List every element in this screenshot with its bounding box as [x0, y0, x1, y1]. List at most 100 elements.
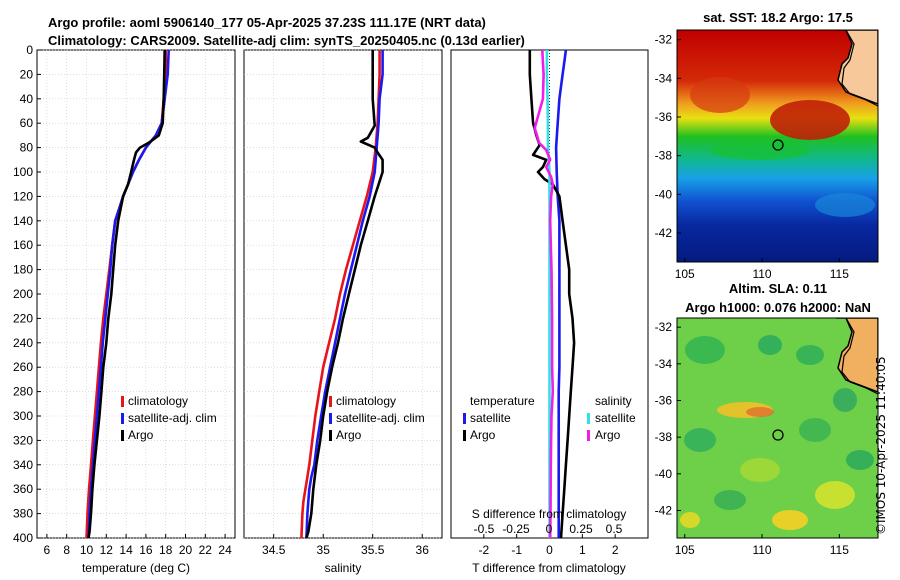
sst-green-band [710, 140, 810, 160]
depth-ticklabel: 220 [13, 311, 33, 325]
legend-label-s-argo: Argo [595, 428, 621, 442]
series-line-satellite-adj-clim [87, 49, 170, 539]
legend-swatch-s-argo [587, 430, 590, 441]
sla-map-title: Altim. SLA: 0.11 [729, 281, 827, 296]
x-ticklabel: 0 [546, 543, 553, 557]
depth-ticklabel: 260 [13, 360, 33, 374]
lon-ticklabel: 115 [830, 543, 849, 557]
legend-heading-temperature: temperature [470, 394, 535, 408]
difference-legend-temperature: temperature satellite Argo [463, 394, 535, 442]
series-line-argo [87, 49, 166, 539]
sst-warm-patch [690, 77, 750, 113]
sst-map-frame [676, 29, 879, 263]
sla-depth-contour [841, 318, 878, 395]
depth-ticklabel: 360 [13, 482, 33, 496]
series-line-argo [305, 50, 384, 539]
salinity-lines [300, 50, 384, 539]
depth-ticklabel: 300 [13, 409, 33, 423]
temperature-profile-panel: 0 20 40 60 80 100 120 140 160 180 200 220 240 260 280 3… [13, 43, 236, 575]
legend-swatch-climatology [121, 396, 124, 407]
lat-ticklabel: -34 [655, 71, 673, 85]
x-ticklabel: 18 [159, 543, 173, 557]
depth-ticklabel: 200 [13, 287, 33, 301]
temperature-xlabel: temperature (deg C) [82, 561, 190, 575]
lon-ticklabel: 105 [675, 267, 695, 281]
lat-ticklabel: -38 [655, 149, 673, 163]
difference-legend-salinity: salinity satellite Argo [587, 394, 636, 442]
argo-position-marker [772, 139, 784, 151]
x-ticklabel: -2 [478, 543, 489, 557]
lat-ticklabel: -40 [655, 187, 673, 201]
x-ticklabel: 34.5 [262, 543, 286, 557]
legend-swatch-t-satellite [463, 413, 466, 424]
legend-swatch-argo [329, 430, 332, 441]
salinity-x-axis: 34.5 35 35.5 36 [262, 534, 429, 557]
salinity-xlabel: salinity [325, 561, 362, 575]
depth-ticklabel: 60 [20, 116, 34, 130]
series-line-salinity-argo [533, 49, 555, 539]
depth-ticklabel: 80 [20, 141, 34, 155]
sla-coastline [836, 318, 878, 393]
lat-ticklabel: -42 [655, 504, 673, 518]
series-line-satellite-adj-clim [305, 50, 384, 539]
depth-ticklabel: 240 [13, 336, 33, 350]
legend-label-argo: Argo [128, 428, 154, 442]
x-ticklabel: 36 [416, 543, 430, 557]
x-ticklabel: 20 [179, 543, 193, 557]
depth-ticklabel: 160 [13, 238, 33, 252]
depth-ticklabel: 140 [13, 214, 33, 228]
legend-label-climatology: climatology [128, 394, 188, 408]
sst-map-axes: -32 -34 -36 -38 -40 -42 105 110 115 [655, 33, 850, 281]
sst-map-panel: sat. SST: 18.2 Argo: 17.5 -32 -34 -36 -38 -4… [655, 10, 879, 281]
x-ticklabel: -1 [511, 543, 522, 557]
salinity-diff-ticklabels: -0.5 -0.25 0 0.25 0.5 [474, 522, 623, 536]
x-ticklabel: 35.5 [361, 543, 385, 557]
lat-ticklabel: -38 [655, 430, 673, 444]
depth-ticklabel: 400 [13, 531, 33, 545]
x-ticklabel: 2 [612, 543, 619, 557]
series-line-temperature-satellite [554, 49, 568, 538]
x-ticklabel: 6 [44, 543, 51, 557]
x-ticklabel: 35 [317, 543, 331, 557]
legend-label-satellite: satellite-adj. clim [336, 411, 425, 425]
sst-depth-contour [841, 30, 878, 107]
s-diff-ticklabel: 0.5 [606, 522, 623, 536]
legend-swatch-s-satellite [587, 413, 590, 424]
s-diff-ticklabel: -0.5 [474, 522, 495, 536]
x-ticklabel: 24 [218, 543, 232, 557]
depth-ticklabel: 280 [13, 385, 33, 399]
lat-ticklabel: -32 [655, 320, 673, 334]
legend-swatch-satellite [121, 413, 124, 424]
depth-axis: 0 20 40 60 80 100 120 140 160 180 200 220 240 260 280 3… [13, 43, 41, 545]
lat-ticklabel: -40 [655, 467, 673, 481]
legend-swatch-climatology [329, 396, 332, 407]
legend-label-s-satellite: satellite [595, 411, 636, 425]
legend-swatch-argo [121, 430, 124, 441]
x-ticklabel: 10 [80, 543, 94, 557]
argo-position-marker [772, 429, 784, 441]
difference-lines [528, 49, 576, 539]
lon-ticklabel: 115 [830, 267, 849, 281]
s-diff-ticklabel: 0.25 [569, 522, 593, 536]
sla-map-panel: Altim. SLA: 0.11 Argo h1000: 0.076 h2000… [655, 281, 879, 557]
x-ticklabel: 14 [119, 543, 133, 557]
s-diff-ticklabel: -0.25 [502, 522, 530, 536]
figure-title-line2: Climatology: CARS2009. Satellite-adj cli… [48, 33, 525, 48]
sst-map-title: sat. SST: 18.2 Argo: 17.5 [703, 10, 853, 25]
legend-label-satellite: satellite-adj. clim [128, 411, 217, 425]
temperature-legend: climatology satellite-adj. clim Argo [121, 394, 217, 442]
s-diff-ticklabel: 0 [546, 522, 553, 536]
depth-ticklabel: 320 [13, 433, 33, 447]
x-ticklabel: 22 [199, 543, 213, 557]
lat-ticklabel: -32 [655, 33, 673, 47]
legend-swatch-satellite [329, 413, 332, 424]
salinity-diff-axis-label: S difference from climatology [472, 507, 627, 521]
x-ticklabel: 12 [100, 543, 114, 557]
sst-warm-patch [770, 100, 850, 140]
legend-label-climatology: climatology [336, 394, 396, 408]
x-ticklabel: 16 [139, 543, 153, 557]
lat-ticklabel: -42 [655, 226, 673, 240]
legend-label-t-satellite: satellite [470, 411, 511, 425]
sst-blue-patch [815, 193, 875, 217]
